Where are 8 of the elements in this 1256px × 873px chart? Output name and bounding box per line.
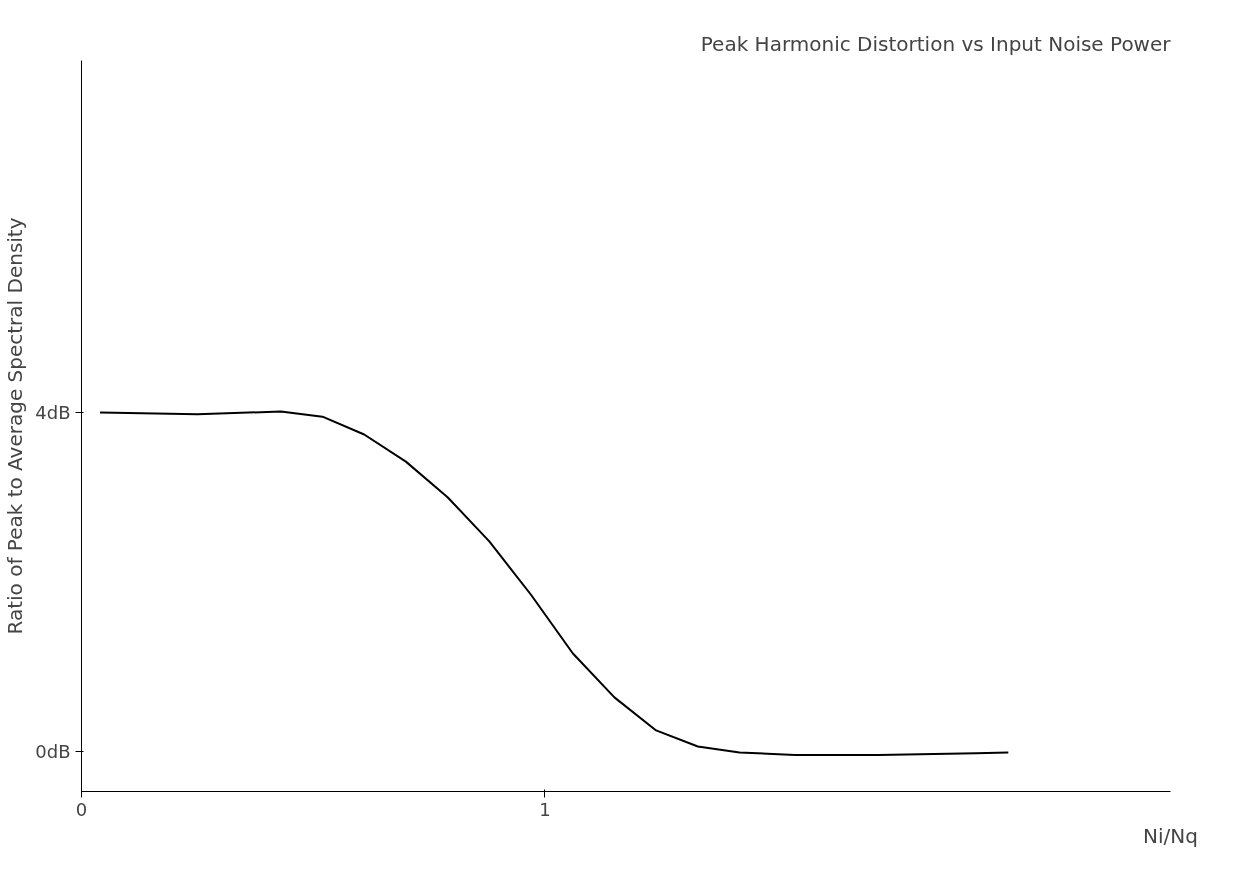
- y-tick-label: 0dB: [35, 741, 71, 763]
- x-axis-title: Ni/Nq: [1143, 823, 1198, 848]
- y-axis-title: Ratio of Peak to Average Spectral Density: [3, 217, 28, 635]
- x-tick-label: 0: [75, 798, 88, 820]
- x-tick-label: 1: [539, 798, 551, 820]
- y-tick-label: 4dB: [35, 401, 71, 423]
- line-series: [99, 410, 1010, 757]
- chart-title: Peak Harmonic Distortion vs Input Noise Power: [700, 31, 1172, 56]
